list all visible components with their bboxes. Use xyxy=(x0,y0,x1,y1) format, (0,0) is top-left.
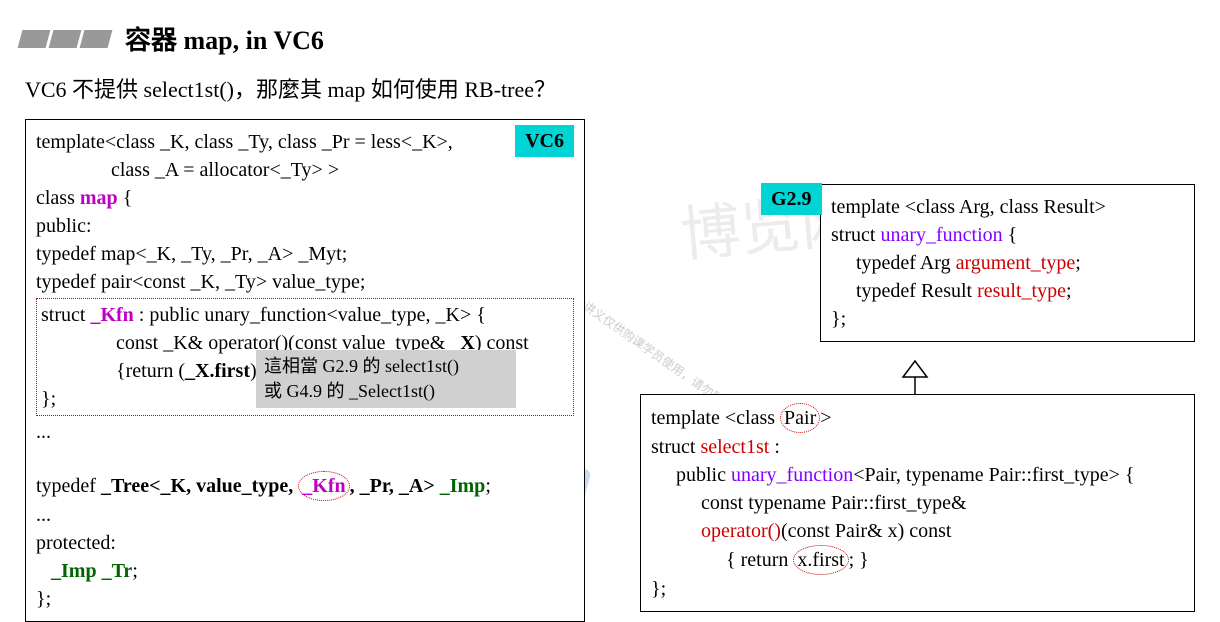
gray-note: 這相當 G2.9 的 select1st() 或 G4.9 的 _Select1… xyxy=(256,350,516,408)
code-line: struct select1st : xyxy=(651,433,1184,461)
header-bars xyxy=(20,30,110,48)
header: 容器 map, in VC6 xyxy=(0,0,1220,57)
code-box-unary-function: G2.9 template <class Arg, class Result> … xyxy=(820,184,1195,342)
code-line: struct unary_function { xyxy=(831,221,1184,249)
code-line: template<class _K, class _Ty, class _Pr … xyxy=(36,128,574,156)
bar xyxy=(49,30,82,48)
code-line: ... xyxy=(36,501,574,529)
code-line: typedef Arg argument_type; xyxy=(831,249,1184,277)
note-line: 或 G4.9 的 _Select1st() xyxy=(264,379,508,404)
code-line: { return x.first; } xyxy=(651,545,1184,575)
code-line: operator()(const Pair& x) const xyxy=(651,517,1184,545)
inheritance-arrow-icon xyxy=(900,359,930,399)
code-line: ... xyxy=(36,418,574,446)
code-line: template <class Pair> xyxy=(651,403,1184,433)
code-line: class _A = allocator<_Ty> > xyxy=(36,156,574,184)
code-box-select1st: template <class Pair> struct select1st :… xyxy=(640,394,1195,612)
bar xyxy=(80,30,113,48)
tag-vc6: VC6 xyxy=(515,125,574,157)
code-line: }; xyxy=(36,585,574,613)
code-line: _Imp _Tr; xyxy=(36,557,574,585)
page-title: 容器 map, in VC6 xyxy=(125,20,324,57)
code-line: typedef _Tree<_K, value_type, _Kfn, _Pr,… xyxy=(36,471,574,501)
code-line: template <class Arg, class Result> xyxy=(831,193,1184,221)
note-line: 這相當 G2.9 的 select1st() xyxy=(264,354,508,379)
code-line: typedef pair<const _K, _Ty> value_type; xyxy=(36,268,574,296)
code-line: }; xyxy=(831,305,1184,333)
code-line: }; xyxy=(651,575,1184,603)
tag-g29: G2.9 xyxy=(761,183,822,215)
code-box-vc6: VC6 template<class _K, class _Ty, class … xyxy=(25,119,585,622)
code-line: class map { xyxy=(36,184,574,212)
code-line: const typename Pair::first_type& xyxy=(651,489,1184,517)
code-line: public unary_function<Pair, typename Pai… xyxy=(651,461,1184,489)
code-line: typedef map<_K, _Ty, _Pr, _A> _Myt; xyxy=(36,240,574,268)
code-line: struct _Kfn : public unary_function<valu… xyxy=(41,301,569,329)
code-line: protected: xyxy=(36,529,574,557)
code-line: public: xyxy=(36,212,574,240)
bar xyxy=(18,30,51,48)
subtitle: VC6 不提供 select1st()，那麼其 map 如何使用 RB-tree… xyxy=(25,72,1220,104)
code-line: typedef Result result_type; xyxy=(831,277,1184,305)
